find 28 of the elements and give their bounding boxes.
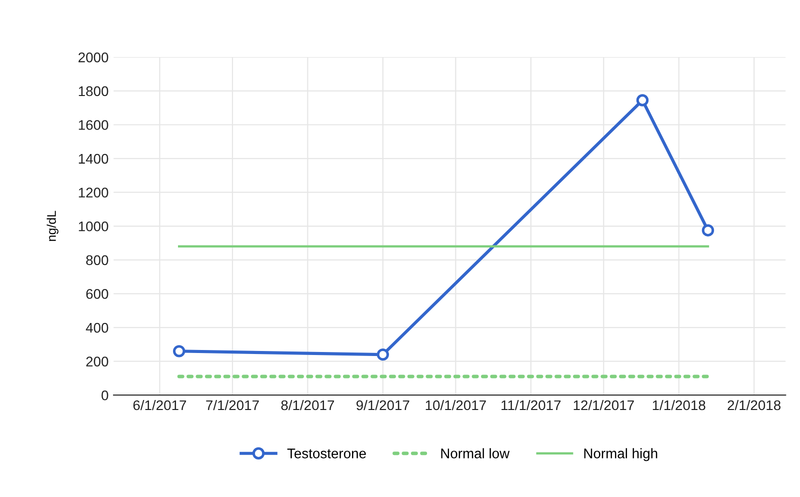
y-axis-title: ng/dL — [46, 210, 58, 241]
y-tick-label: 1400 — [78, 154, 108, 164]
y-tick-label: 2000 — [78, 52, 108, 62]
point — [172, 345, 186, 358]
y-tick-label: 1600 — [78, 120, 108, 130]
x-tick-label: 10/1/2017 — [426, 400, 486, 410]
legend-label: Normal low — [441, 448, 510, 458]
point — [376, 348, 389, 361]
y-tick-label: 400 — [86, 322, 108, 333]
legend-label: Normal high — [584, 448, 658, 462]
x-tick-label: 6/1/2017 — [133, 400, 186, 410]
point — [702, 224, 714, 236]
point — [636, 94, 649, 106]
x-tick-label: 12/1/2017 — [574, 400, 634, 410]
y-tick-label: 1000 — [78, 221, 108, 232]
y-tick-label: 200 — [86, 356, 108, 366]
y-tick-label: 800 — [86, 255, 108, 266]
legend-label: Testosterone — [287, 448, 366, 458]
y-tick-label: 1800 — [78, 86, 108, 96]
x-tick-label: 11/1/2017 — [502, 400, 561, 410]
x-tick-label: 8/1/2017 — [281, 400, 334, 410]
x-tick-label: 2/1/2018 — [728, 400, 780, 410]
y-tick-label: 1200 — [78, 188, 108, 198]
y-tick-label: 0 — [102, 390, 108, 400]
x-tick-label: 1/1/2018 — [652, 400, 706, 410]
y-tick-label: 600 — [86, 289, 108, 299]
x-tick-label: 7/1/2017 — [206, 400, 259, 410]
x-tick-label: 9/1/2017 — [356, 400, 410, 410]
